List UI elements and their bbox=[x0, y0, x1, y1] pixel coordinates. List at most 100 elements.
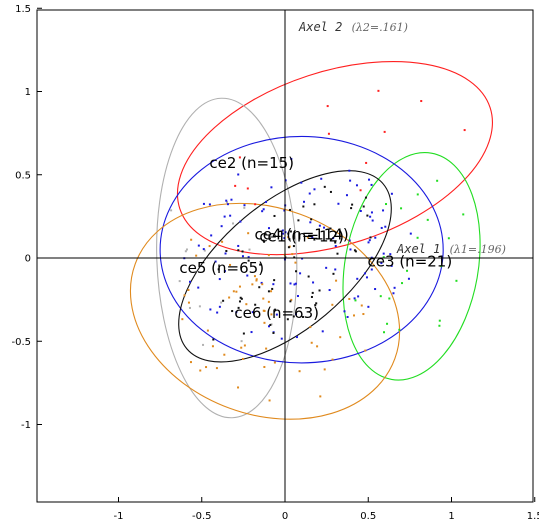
ce6-point bbox=[238, 300, 241, 303]
ce5-label: ce5 (n=65) bbox=[179, 259, 264, 277]
ce1-ellipse bbox=[176, 60, 493, 256]
ce6-point bbox=[292, 315, 295, 318]
ce6-point bbox=[239, 296, 242, 299]
ce4-point bbox=[216, 311, 219, 314]
ce4-point bbox=[210, 234, 213, 237]
ce4-point bbox=[374, 236, 377, 239]
ce4-point bbox=[237, 173, 240, 176]
ce4-point bbox=[237, 244, 240, 247]
cluster-ellipses bbox=[129, 60, 493, 420]
ce4-point bbox=[229, 214, 232, 217]
x-tick-label: -1 bbox=[114, 511, 124, 522]
ce4-point bbox=[348, 169, 351, 172]
ce3-point bbox=[354, 299, 357, 302]
ce5-point bbox=[205, 366, 208, 369]
ce5-point bbox=[319, 395, 322, 398]
ce5-point bbox=[221, 240, 224, 243]
ce6-point bbox=[362, 205, 365, 208]
ce4-point bbox=[214, 260, 217, 263]
ce4-point bbox=[318, 224, 321, 227]
ce4-point bbox=[261, 210, 264, 213]
ce4-point bbox=[371, 219, 374, 222]
ce5-point bbox=[268, 399, 271, 402]
ce4-point bbox=[370, 211, 373, 214]
ce6-point bbox=[212, 338, 215, 341]
ce4-point bbox=[289, 282, 292, 285]
ce6-point bbox=[222, 299, 225, 302]
ce4-point bbox=[345, 194, 348, 197]
ce6-point bbox=[254, 303, 257, 306]
ce5-point bbox=[255, 278, 258, 281]
ce4-point bbox=[301, 257, 304, 260]
x-tick-label: -0.5 bbox=[192, 511, 212, 522]
ce5-point bbox=[263, 321, 266, 324]
y-tick-label: 0 bbox=[25, 254, 31, 265]
ce4-point bbox=[208, 203, 211, 206]
ce5-point bbox=[263, 309, 266, 312]
ce4-point bbox=[282, 232, 285, 235]
ce5-point bbox=[261, 283, 264, 286]
axis1-eigenvalue: λ1=.196 bbox=[453, 243, 502, 256]
ce6-point bbox=[287, 232, 290, 235]
ce4-point bbox=[359, 209, 362, 212]
ce4-point bbox=[226, 203, 229, 206]
ce2-point bbox=[220, 301, 223, 304]
ce6-point bbox=[258, 286, 261, 289]
ce4-point bbox=[284, 179, 287, 182]
ce4-point bbox=[369, 215, 372, 218]
ce2-label: ce2 (n=15) bbox=[209, 154, 294, 172]
ce2-point bbox=[232, 222, 235, 225]
ce2-point bbox=[243, 206, 246, 209]
ce3-point bbox=[386, 322, 389, 325]
ce4-point bbox=[272, 283, 275, 286]
ce4-point bbox=[309, 221, 312, 224]
ce4-point bbox=[308, 192, 311, 195]
ce4-point bbox=[380, 262, 383, 265]
ce4-point bbox=[202, 248, 205, 251]
ce4-point bbox=[393, 286, 396, 289]
ce2-point bbox=[198, 305, 201, 308]
ce6-point bbox=[315, 302, 318, 305]
ce6-point bbox=[314, 304, 317, 307]
ce4-point bbox=[368, 239, 371, 242]
ce4-point bbox=[283, 209, 286, 212]
ce6-point bbox=[269, 323, 272, 326]
ce5-point bbox=[348, 297, 351, 300]
ce4-point bbox=[370, 183, 373, 186]
ce5-point bbox=[199, 369, 202, 372]
ce6-point bbox=[302, 205, 305, 208]
ce4-point bbox=[311, 236, 314, 239]
ce4-point bbox=[197, 244, 200, 247]
ce6-point bbox=[259, 263, 262, 266]
ce4-point bbox=[332, 237, 335, 240]
ce4-point bbox=[243, 204, 246, 207]
ce5-point bbox=[267, 300, 270, 303]
ce2-ellipse bbox=[156, 97, 298, 419]
ce6-point bbox=[286, 318, 289, 321]
cluster-labels: ce1 (n=12) ce2 (n=15) ce3 (n=21) ce4 (n=114… bbox=[179, 154, 452, 322]
ce4-point bbox=[409, 232, 412, 235]
ce6-label: ce6 (n=63) bbox=[234, 304, 319, 322]
ce4-point bbox=[299, 272, 302, 275]
ce3-point bbox=[383, 331, 386, 334]
ce5-point bbox=[270, 313, 273, 316]
x-tick-label: 0.5 bbox=[360, 511, 376, 522]
ce4-point bbox=[223, 215, 226, 218]
ce6-point bbox=[329, 227, 332, 230]
ce5-point bbox=[251, 283, 254, 286]
ce3-point bbox=[426, 218, 429, 221]
ce1-point bbox=[326, 105, 329, 108]
ce5-point bbox=[229, 263, 232, 266]
ce6-point bbox=[307, 275, 310, 278]
ce6-point bbox=[332, 272, 335, 275]
ce4-point bbox=[390, 264, 393, 267]
ce1-point bbox=[365, 161, 368, 164]
ce6-point bbox=[292, 245, 295, 248]
ce6-point bbox=[354, 250, 357, 253]
ce6-point bbox=[369, 236, 372, 239]
ce1-point bbox=[327, 132, 330, 135]
ce3-point bbox=[406, 269, 409, 272]
ce4-point bbox=[349, 179, 352, 182]
ce3-point bbox=[438, 319, 441, 322]
ce4-point bbox=[235, 311, 238, 314]
